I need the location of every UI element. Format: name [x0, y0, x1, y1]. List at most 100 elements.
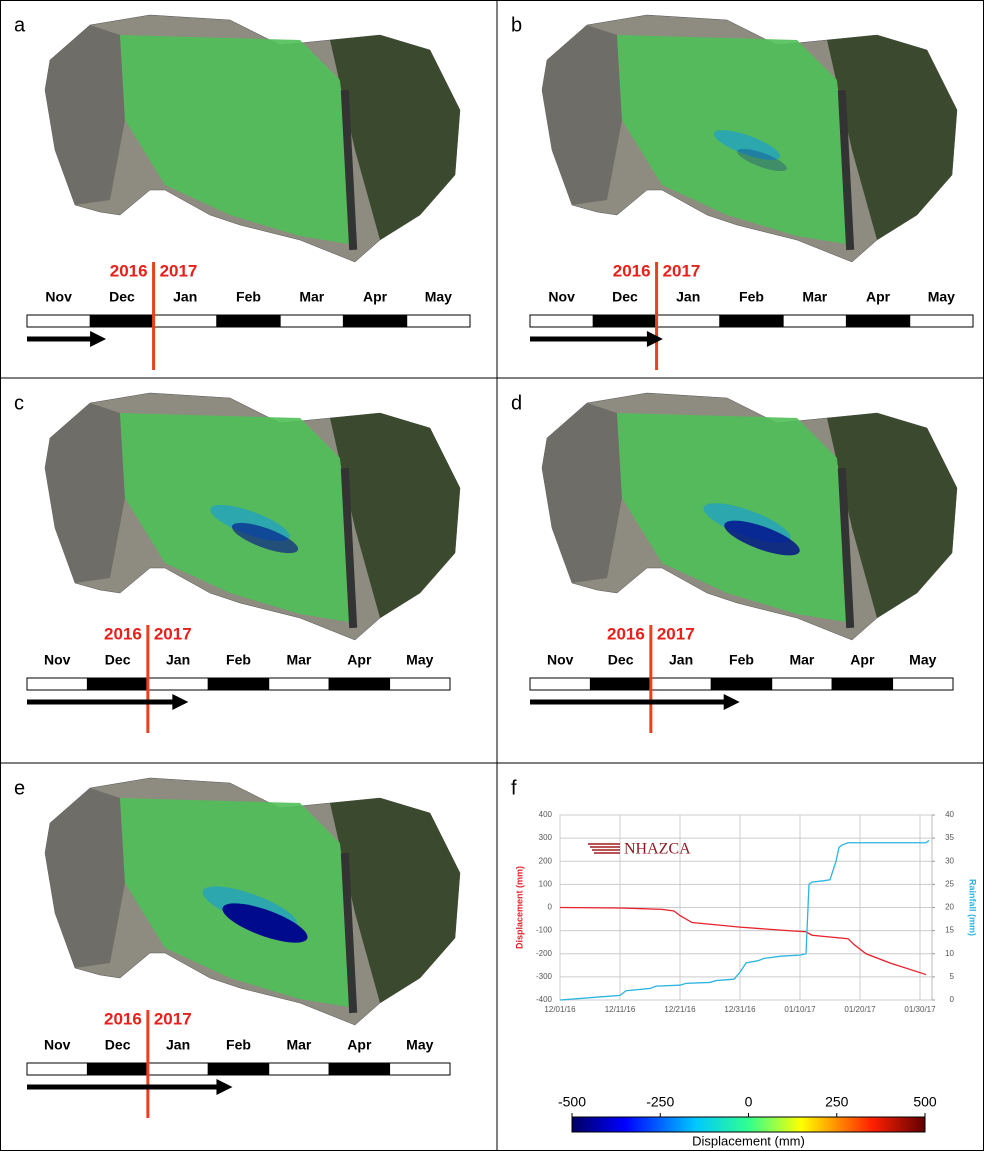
- month-label: Apr: [347, 1037, 372, 1053]
- y2-tick-label: 10: [945, 949, 954, 958]
- map-slope: [45, 25, 125, 205]
- year-label: 2016: [613, 261, 651, 280]
- y-tick-label: 0: [548, 903, 553, 912]
- month-box: [154, 315, 217, 327]
- month-label: Dec: [612, 289, 638, 305]
- y-tick-label: 100: [539, 879, 553, 888]
- map-slope: [542, 25, 622, 205]
- y2-tick-label: 20: [945, 903, 954, 912]
- panel-label: f: [511, 777, 517, 799]
- month-label: Nov: [45, 289, 72, 305]
- page: a Nov Dec Jan Feb Mar Apr May 2016 2017 b Nov Dec Jan…: [0, 0, 984, 1156]
- x-tick-label: 12/21/16: [664, 1005, 696, 1014]
- year-label: 2016: [104, 624, 142, 643]
- month-label: Feb: [739, 289, 764, 305]
- y2-tick-label: 30: [945, 856, 954, 865]
- month-box: [407, 315, 470, 327]
- y2-tick-label: 15: [945, 926, 954, 935]
- month-label: Mar: [299, 289, 324, 305]
- y2-tick-label: 40: [945, 810, 954, 819]
- data-line: [560, 840, 929, 1000]
- month-box: [390, 678, 450, 690]
- month-box: [208, 1063, 268, 1075]
- arrow-head: [647, 331, 663, 347]
- arrow-head: [172, 694, 188, 710]
- y2-tick-label: 25: [945, 879, 954, 888]
- month-label: Feb: [236, 289, 261, 305]
- month-box: [87, 678, 147, 690]
- month-label: Jan: [669, 652, 693, 668]
- month-box: [390, 1063, 450, 1075]
- month-label: May: [909, 652, 936, 668]
- month-label: Apr: [363, 289, 388, 305]
- panel-label: d: [511, 392, 522, 414]
- year-label: 2017: [657, 624, 695, 643]
- month-box: [148, 678, 208, 690]
- panel-label: b: [511, 14, 522, 36]
- month-label: Apr: [850, 652, 875, 668]
- month-box: [530, 315, 593, 327]
- y-tick-label: -300: [536, 972, 553, 981]
- y-tick-label: 300: [539, 833, 553, 842]
- y2-tick-label: 0: [950, 995, 955, 1004]
- month-label: Mar: [789, 652, 814, 668]
- arrow-head: [724, 694, 740, 710]
- colorbar-title: Displacement (mm): [692, 1133, 805, 1148]
- arrow-head: [216, 1079, 232, 1095]
- x-tick-label: 12/31/16: [724, 1005, 756, 1014]
- x-tick-label: 01/30/17: [904, 1005, 936, 1014]
- month-box: [27, 315, 90, 327]
- month-box: [530, 678, 590, 690]
- month-label: Nov: [44, 652, 71, 668]
- month-box: [329, 678, 389, 690]
- arrow-head: [90, 331, 106, 347]
- panel: cNovDecJanFebMarAprMay20162017: [14, 392, 460, 733]
- month-box: [269, 678, 329, 690]
- y2-tick-label: 5: [950, 972, 955, 981]
- month-box: [27, 1063, 87, 1075]
- month-box: [148, 1063, 208, 1075]
- x-tick-label: 01/10/17: [784, 1005, 816, 1014]
- month-box: [208, 678, 268, 690]
- colorbar-tick-label: 0: [745, 1094, 753, 1110]
- map-slope: [45, 403, 125, 583]
- x-tick-label: 12/01/16: [544, 1005, 576, 1014]
- map-points: [120, 35, 355, 245]
- year-label: 2016: [104, 1009, 142, 1028]
- month-label: Mar: [286, 652, 311, 668]
- month-box: [783, 315, 846, 327]
- month-box: [217, 315, 280, 327]
- year-label: 2017: [663, 261, 701, 280]
- y2-axis-title: Rainfall (mm): [968, 879, 978, 936]
- y-tick-label: -400: [536, 995, 553, 1004]
- panel-label: a: [14, 14, 26, 36]
- month-label: Feb: [226, 1037, 251, 1053]
- month-label: Jan: [166, 1037, 190, 1053]
- year-label: 2017: [154, 624, 192, 643]
- colorbar-tick-label: 500: [913, 1094, 937, 1110]
- month-label: Apr: [866, 289, 891, 305]
- month-box: [590, 678, 650, 690]
- month-label: Apr: [347, 652, 372, 668]
- month-label: Jan: [173, 289, 197, 305]
- month-label: Jan: [166, 652, 190, 668]
- x-tick-label: 12/11/16: [605, 1005, 636, 1014]
- month-box: [832, 678, 892, 690]
- colorbar-tick-label: -250: [646, 1094, 674, 1110]
- month-label: Feb: [729, 652, 754, 668]
- month-box: [27, 678, 87, 690]
- y-tick-label: 400: [539, 810, 553, 819]
- y-tick-label: -200: [536, 949, 553, 958]
- year-label: 2016: [110, 261, 148, 280]
- month-label: Nov: [44, 1037, 71, 1053]
- month-label: Dec: [608, 652, 634, 668]
- figure: a Nov Dec Jan Feb Mar Apr May 2016 2017 b Nov Dec Jan…: [0, 0, 984, 1151]
- month-label: May: [406, 652, 433, 668]
- colorbar: [572, 1117, 925, 1132]
- panel-label: c: [14, 392, 24, 414]
- month-box: [593, 315, 656, 327]
- month-label: May: [928, 289, 955, 305]
- colorbar-tick-label: 250: [825, 1094, 849, 1110]
